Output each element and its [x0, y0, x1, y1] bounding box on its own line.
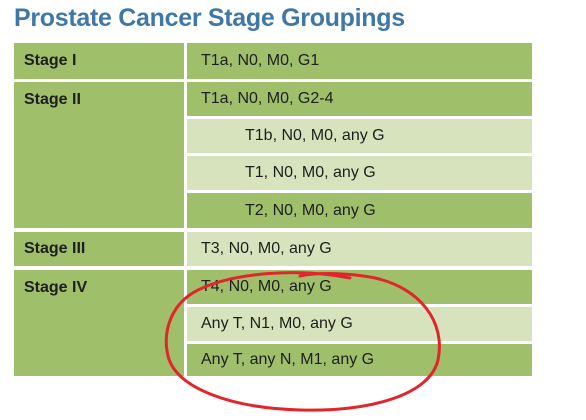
- stage-label-stage-iv: Stage IV: [14, 270, 184, 376]
- criteria-cell: T3, N0, M0, any G: [187, 232, 532, 266]
- criteria-cell: Any T, N1, M0, any G: [187, 307, 532, 341]
- criteria-cell: T4, N0, M0, any G: [187, 270, 532, 304]
- criteria-cell: T1b, N0, M0, any G: [187, 119, 532, 153]
- criteria-cell: Any T, any N, M1, any G: [187, 344, 532, 376]
- page-title: Prostate Cancer Stage Groupings: [14, 4, 405, 32]
- stage-label-stage-ii: Stage II: [14, 82, 184, 228]
- criteria-cell: T1a, N0, M0, G1: [187, 43, 532, 79]
- criteria-cell: T2, N0, M0, any G: [187, 193, 532, 228]
- stage-groupings-table: Stage I T1a, N0, M0, G1 Stage II T1a, N0…: [14, 43, 532, 376]
- stage-label-stage-i: Stage I: [14, 43, 184, 79]
- stage-label-stage-iii: Stage III: [14, 232, 184, 266]
- criteria-cell: T1, N0, M0, any G: [187, 156, 532, 190]
- criteria-cell: T1a, N0, M0, G2-4: [187, 82, 532, 116]
